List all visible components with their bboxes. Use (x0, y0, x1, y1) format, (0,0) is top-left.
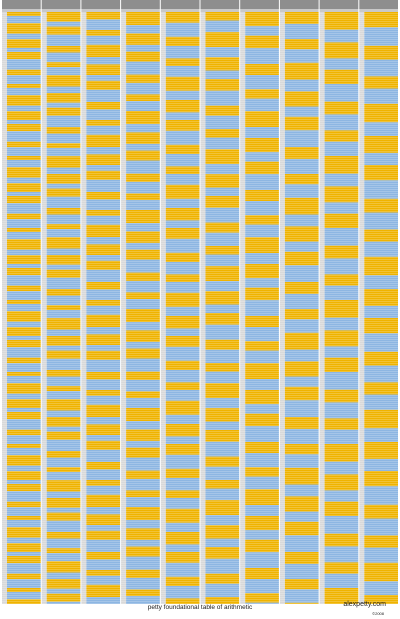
column-subheader (41, 9, 81, 12)
row-texture (41, 12, 81, 604)
table-grid (2, 0, 398, 604)
column (81, 0, 121, 604)
row-texture (200, 12, 240, 604)
column (240, 0, 279, 604)
columns (2, 0, 398, 604)
column-header (160, 0, 200, 9)
footer-site: alexpetty.com (343, 601, 386, 608)
column-header (279, 0, 319, 9)
row-texture (81, 12, 121, 604)
column-header (2, 0, 41, 9)
column-subheader (200, 9, 240, 12)
row-texture (279, 12, 319, 604)
column-header (359, 0, 398, 9)
column (160, 0, 200, 604)
row-texture (121, 12, 160, 604)
column-subheader (2, 9, 41, 12)
column (359, 0, 398, 604)
column (2, 0, 41, 604)
column-subheader (359, 9, 398, 12)
column-header (200, 0, 240, 9)
column-subheader (240, 9, 279, 12)
row-texture (359, 12, 398, 604)
footer-title: petty foundational table of arithmetic (147, 604, 253, 611)
row-texture (319, 12, 359, 604)
column (121, 0, 160, 604)
column-header (121, 0, 160, 9)
column-subheader (279, 9, 319, 12)
column-header (41, 0, 81, 9)
row-texture (240, 12, 279, 604)
column-subheader (81, 9, 121, 12)
column-subheader (319, 9, 359, 12)
row-texture (2, 12, 41, 604)
column-subheader (160, 9, 200, 12)
column (41, 0, 81, 604)
column-header (240, 0, 279, 9)
column-header (319, 0, 359, 9)
row-texture (160, 12, 200, 604)
column-subheader (121, 9, 160, 12)
footer-copyright: ©2008 (372, 611, 384, 616)
column (200, 0, 240, 604)
column (279, 0, 319, 604)
column-header (81, 0, 121, 9)
column (319, 0, 359, 604)
